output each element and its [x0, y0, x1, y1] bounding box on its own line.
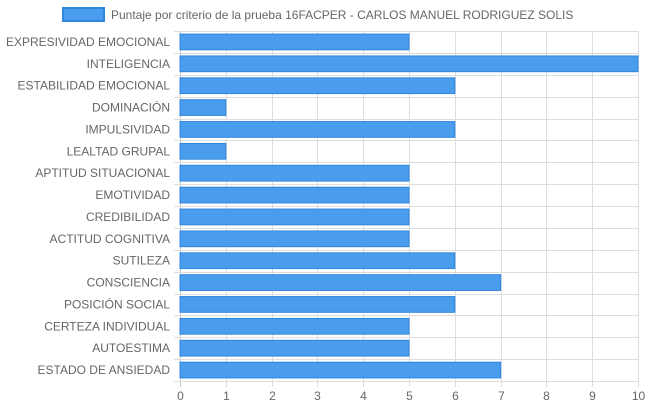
- category-label: CERTEZA INDIVIDUAL: [44, 319, 170, 333]
- category-label: DOMINACIÓN: [92, 100, 170, 115]
- x-tick-label: 6: [452, 389, 459, 403]
- bar: [179, 33, 410, 51]
- category-label: CONSCIENCIA: [87, 276, 170, 290]
- x-tick-label: 2: [269, 389, 276, 403]
- x-tick-label: 3: [314, 389, 321, 403]
- category-label: ESTADO DE ANSIEDAD: [38, 363, 171, 377]
- x-tick-label: 0: [177, 389, 184, 403]
- category-label: ACTITUD COGNITIVA: [50, 232, 170, 246]
- category-labels: EXPRESIVIDAD EMOCIONAL INTELIGENCIA ESTABI…: [6, 35, 170, 377]
- category-label: APTITUD SITUACIONAL: [35, 166, 170, 180]
- category-label: IMPULSIVIDAD: [85, 122, 170, 136]
- x-tick-label: 1: [223, 389, 230, 403]
- category-label: EMOTIVIDAD: [95, 188, 170, 202]
- category-label: POSICIÓN SOCIAL: [64, 296, 170, 311]
- bar: [179, 142, 227, 160]
- bar: [179, 339, 410, 357]
- x-tick-label: 8: [543, 389, 550, 403]
- category-label: ESTABILIDAD EMOCIONAL: [18, 79, 171, 93]
- x-tick-label: 4: [360, 389, 367, 403]
- bar: [179, 274, 502, 291]
- bar: [179, 317, 410, 335]
- legend-swatch[interactable]: [62, 7, 105, 22]
- bar: [179, 99, 227, 116]
- bars: [179, 33, 639, 379]
- legend[interactable]: Puntaje por criterio de la prueba 16FACP…: [62, 7, 573, 22]
- bar: [179, 296, 456, 313]
- x-axis-ticks: 0 1 2 3 4 5 6 7 8 9 10: [177, 389, 645, 403]
- bar: [179, 77, 456, 95]
- category-label: EXPRESIVIDAD EMOCIONAL: [6, 35, 170, 49]
- category-label: LEALTAD GRUPAL: [67, 144, 171, 158]
- bar: [179, 208, 410, 226]
- x-tick-label: 7: [498, 389, 505, 403]
- category-label: INTELIGENCIA: [87, 57, 170, 71]
- bar: [179, 164, 410, 182]
- category-label: AUTOESTIMA: [92, 341, 170, 355]
- bar: [179, 230, 410, 248]
- bar: [179, 361, 502, 379]
- bar: [179, 55, 639, 73]
- legend-label: Puntaje por criterio de la prueba 16FACP…: [111, 8, 573, 22]
- x-tick-label: 10: [632, 389, 646, 403]
- bar: [179, 252, 456, 270]
- x-tick-label: 9: [589, 389, 596, 403]
- bar: [179, 186, 410, 204]
- category-label: SUTILEZA: [113, 254, 170, 268]
- x-tick-label: 5: [406, 389, 413, 403]
- bar: [179, 121, 456, 138]
- category-label: CREDIBILIDAD: [86, 210, 170, 224]
